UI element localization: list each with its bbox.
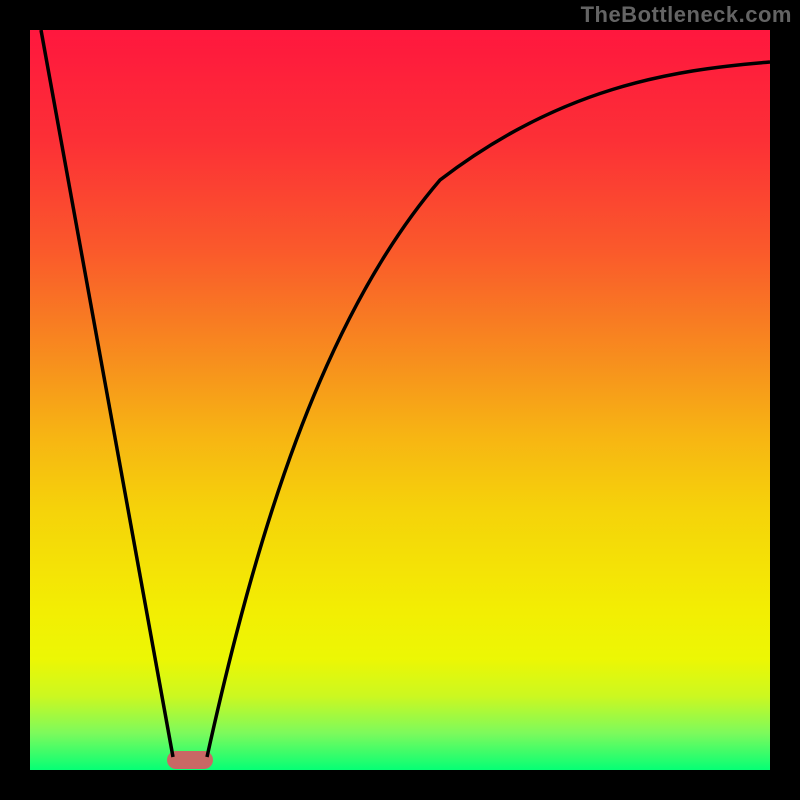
chart-container: TheBottleneck.com xyxy=(0,0,800,800)
attribution-label: TheBottleneck.com xyxy=(581,2,792,28)
plot-background xyxy=(30,30,770,770)
bottleneck-chart xyxy=(0,0,800,800)
